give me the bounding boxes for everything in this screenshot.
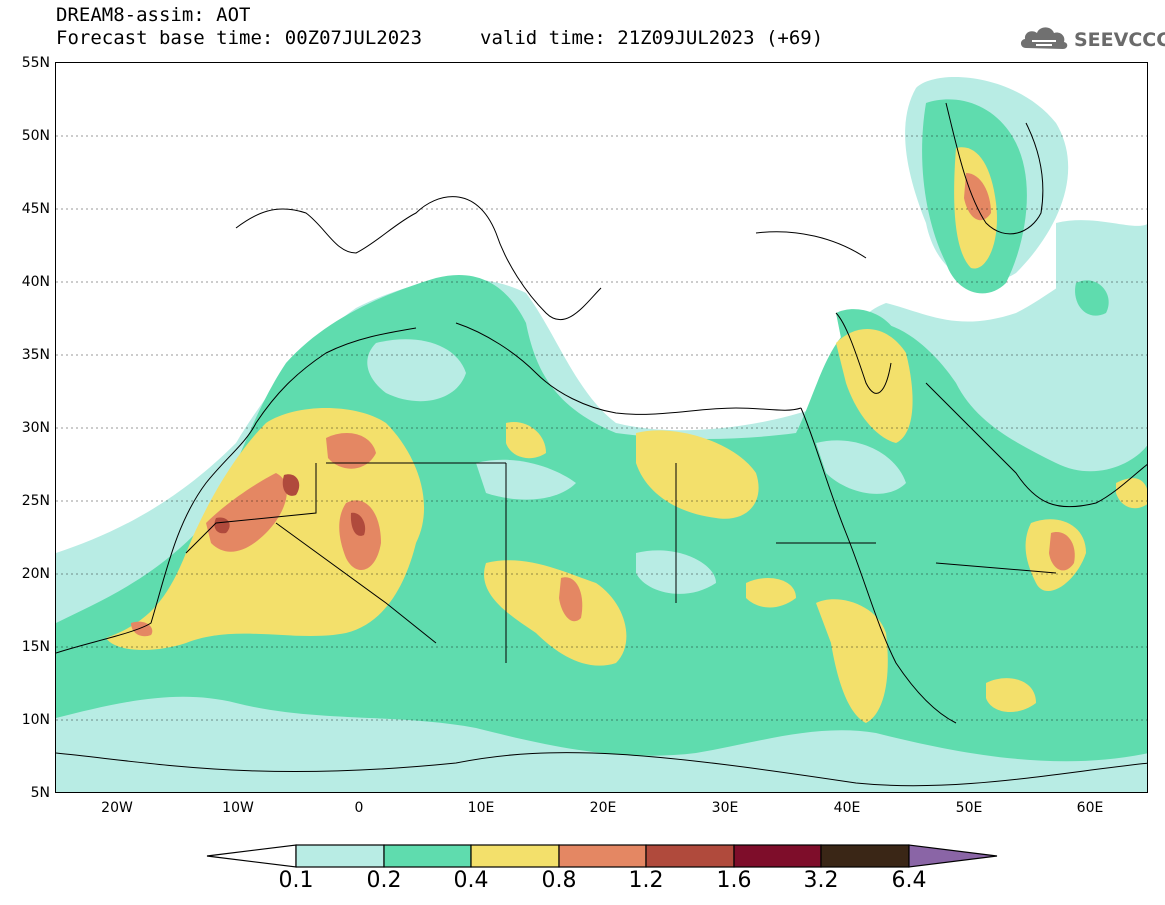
aot-field-1.2 xyxy=(214,474,366,536)
y-tick-label: 45N xyxy=(21,201,50,217)
map-title: DREAM8-assim: AOT xyxy=(56,4,251,26)
colorbar-label: 3.2 xyxy=(803,868,839,893)
cloud-icon xyxy=(1018,24,1070,56)
forecast-base-time: Forecast base time: 00Z07JUL2023 xyxy=(56,27,423,49)
y-tick-label: 55N xyxy=(21,55,50,71)
colorbar-segment xyxy=(295,844,385,868)
colorbar-label: 0.8 xyxy=(541,868,577,893)
x-tick-label: 10W xyxy=(222,800,254,816)
colorbar-segment xyxy=(733,844,822,868)
y-tick-label: 35N xyxy=(21,347,50,363)
y-tick-label: 50N xyxy=(21,128,50,144)
colorbar-segment xyxy=(383,844,472,868)
aot-field-0.8 xyxy=(131,173,1075,637)
colorbar-label: 0.1 xyxy=(278,868,314,893)
coastlines xyxy=(56,102,1147,787)
x-tick-label: 20E xyxy=(589,800,617,816)
colorbar-label: 1.2 xyxy=(628,868,664,893)
x-tick-label: 40E xyxy=(833,800,861,816)
colorbar-arrow-right xyxy=(908,844,998,868)
valid-time: valid time: 21Z09JUL2023 (+69) xyxy=(480,27,824,49)
colorbar-segment xyxy=(820,844,910,868)
colorbar-label: 0.4 xyxy=(453,868,489,893)
y-tick-label: 10N xyxy=(21,712,50,728)
map-canvas xyxy=(56,77,1147,792)
aot-map xyxy=(55,62,1148,793)
x-tick-label: 30E xyxy=(711,800,739,816)
y-tick-label: 30N xyxy=(21,420,50,436)
y-tick-label: 25N xyxy=(21,493,50,509)
y-tick-label: 20N xyxy=(21,566,50,582)
colorbar-label: 0.2 xyxy=(366,868,402,893)
grid-lines xyxy=(56,135,1147,721)
logo-text: SEEVCCC xyxy=(1074,29,1165,51)
colorbar-segment xyxy=(470,844,560,868)
colorbar-label: 6.4 xyxy=(891,868,927,893)
y-tick-label: 40N xyxy=(21,274,50,290)
x-tick-label: 20W xyxy=(101,800,133,816)
x-tick-label: 10E xyxy=(467,800,495,816)
x-tick-label: 0 xyxy=(354,800,364,816)
colorbar-label: 1.6 xyxy=(716,868,752,893)
y-tick-label: 15N xyxy=(21,639,50,655)
x-tick-label: 60E xyxy=(1076,800,1104,816)
colorbar-segment xyxy=(645,844,735,868)
title-block: DREAM8-assim: AOT Forecast base time: 00… xyxy=(56,4,422,50)
seevccc-logo: SEEVCCC xyxy=(1018,24,1165,56)
colorbar-segment xyxy=(558,844,647,868)
y-tick-label: 5N xyxy=(30,785,50,801)
colorbar-arrow-left xyxy=(206,844,297,868)
x-tick-label: 50E xyxy=(955,800,983,816)
